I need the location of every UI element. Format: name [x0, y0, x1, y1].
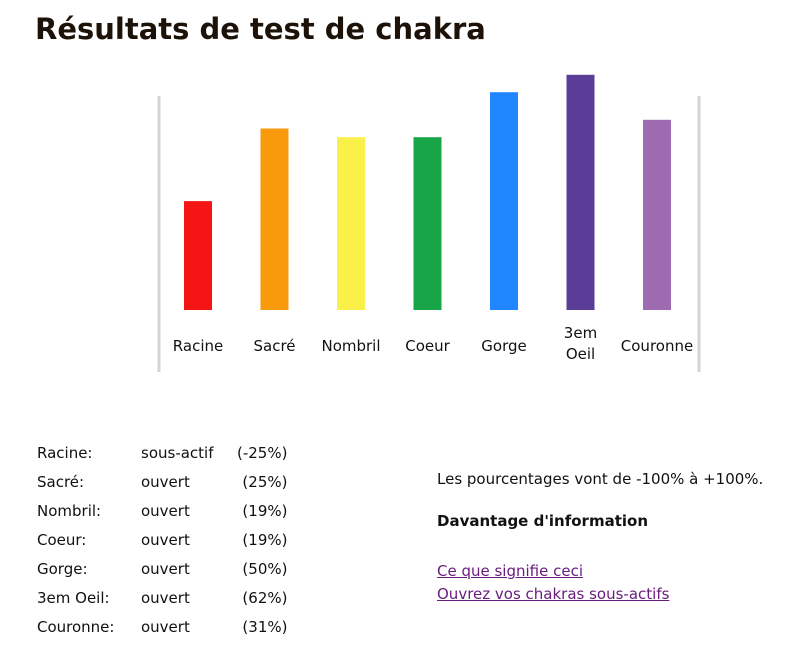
result-chakra-name: Couronne:: [37, 617, 115, 636]
info-panel: Les pourcentages vont de -100% à +100%. …: [437, 470, 763, 606]
result-percent: (19%): [242, 501, 288, 520]
category-label-line: Gorge: [481, 337, 526, 355]
result-state: ouvert: [141, 530, 190, 549]
result-chakra-name: Gorge:: [37, 559, 88, 578]
result-chakra-name: Racine:: [37, 443, 93, 462]
result-state: ouvert: [141, 472, 190, 491]
bar-3em-oeil: [566, 74, 595, 310]
category-label: Nombril: [321, 337, 380, 355]
category-label: Coeur: [405, 337, 450, 355]
result-row: Sacré: ouvert (25%): [37, 467, 287, 496]
category-label-line: Oeil: [566, 345, 595, 363]
result-row: Gorge: ouvert (50%): [37, 554, 287, 583]
category-labels-group: Racine Sacré Nombril Coeur Gorge 3em Oeil Couro…: [173, 324, 693, 363]
result-chakra-name: Coeur:: [37, 530, 87, 549]
info-links: Ce que signifie ceci Ouvrez vos chakras …: [437, 560, 763, 606]
category-label-line: Couronne: [621, 337, 693, 355]
result-percent: (31%): [242, 617, 288, 636]
page-title: Résultats de test de chakra: [35, 12, 486, 46]
result-state: ouvert: [141, 588, 190, 607]
category-label-line: Coeur: [405, 337, 450, 355]
result-row: Racine: sous-actif (-25%): [37, 438, 287, 467]
result-state: sous-actif: [141, 443, 214, 462]
category-label: Sacré: [253, 337, 295, 355]
range-note: Les pourcentages vont de -100% à +100%.: [437, 470, 764, 488]
bar-racine: [184, 201, 212, 310]
category-label-line: Racine: [173, 337, 223, 355]
results-table: Racine: sous-actif (-25%) Sacré: ouvert (25%)…: [37, 438, 287, 641]
result-percent: (62%): [242, 588, 288, 607]
category-label-line: Sacré: [253, 337, 295, 355]
category-label: Racine: [173, 337, 223, 355]
result-state: ouvert: [141, 501, 190, 520]
result-row: Coeur: ouvert (19%): [37, 525, 287, 554]
bar-gorge: [490, 92, 518, 310]
result-percent: (25%): [242, 472, 288, 491]
bar-couronne: [643, 119, 671, 310]
result-percent: (-25%): [237, 443, 288, 462]
result-row: 3em Oeil: ouvert (62%): [37, 583, 287, 612]
bars-group: [184, 74, 671, 310]
result-percent: (50%): [242, 559, 288, 578]
meaning-link[interactable]: Ce que signifie ceci: [437, 562, 584, 580]
result-state: ouvert: [141, 559, 190, 578]
category-label: 3em Oeil: [564, 324, 597, 363]
open-chakras-link[interactable]: Ouvrez vos chakras sous-actifs: [437, 585, 670, 603]
result-state: ouvert: [141, 617, 190, 636]
result-row: Couronne: ouvert (31%): [37, 612, 287, 641]
result-chakra-name: Sacré:: [37, 472, 85, 491]
category-label: Couronne: [621, 337, 693, 355]
result-chakra-name: Nombril:: [37, 501, 102, 520]
bar-sacr-: [260, 128, 289, 310]
more-info-title: Davantage d'information: [437, 512, 649, 530]
category-label: Gorge: [481, 337, 526, 355]
result-chakra-name: 3em Oeil:: [37, 588, 110, 607]
bar-coeur: [413, 137, 442, 310]
result-row: Nombril: ouvert (19%): [37, 496, 287, 525]
result-percent: (19%): [242, 530, 288, 549]
bar-nombril: [337, 137, 365, 310]
category-label-line: 3em: [564, 324, 597, 342]
category-label-line: Nombril: [321, 337, 380, 355]
